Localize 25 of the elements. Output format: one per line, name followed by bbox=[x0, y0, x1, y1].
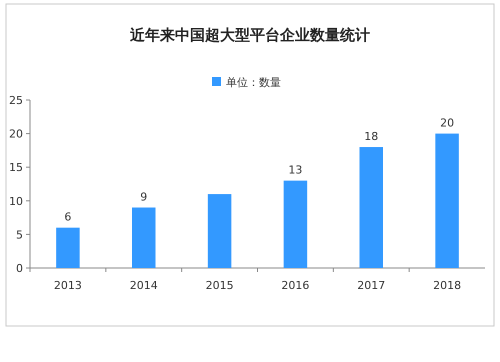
x-tick-label: 2018 bbox=[433, 279, 462, 292]
x-tick-label: 2014 bbox=[130, 279, 158, 292]
bar bbox=[284, 180, 308, 268]
bar bbox=[132, 208, 156, 268]
y-tick-label: 10 bbox=[9, 194, 23, 208]
text: 9 bbox=[140, 190, 148, 204]
bar bbox=[56, 228, 80, 268]
y-tick-label: 15 bbox=[9, 161, 23, 174]
x-tick-label: 2016 bbox=[281, 279, 310, 292]
text: 18 bbox=[364, 130, 378, 144]
x-tick-label: 2017 bbox=[357, 279, 386, 292]
y-tick-label: 5 bbox=[16, 228, 23, 242]
text: 6 bbox=[64, 210, 72, 224]
text: 13 bbox=[288, 164, 302, 177]
legend-label: 单位：数量 bbox=[226, 76, 281, 89]
bar bbox=[359, 147, 384, 268]
x-tick-label: 2013 bbox=[54, 279, 82, 292]
chart-title: 近年来中国超大型平台企业数量统计 bbox=[129, 26, 370, 44]
x-tick-label: 2015 bbox=[206, 279, 234, 292]
y-tick-label: 20 bbox=[9, 128, 23, 141]
y-tick-label: 25 bbox=[9, 94, 23, 107]
bar bbox=[208, 194, 232, 268]
text: 20 bbox=[440, 116, 454, 130]
y-tick-label: 0 bbox=[16, 262, 23, 275]
bar bbox=[435, 134, 459, 268]
